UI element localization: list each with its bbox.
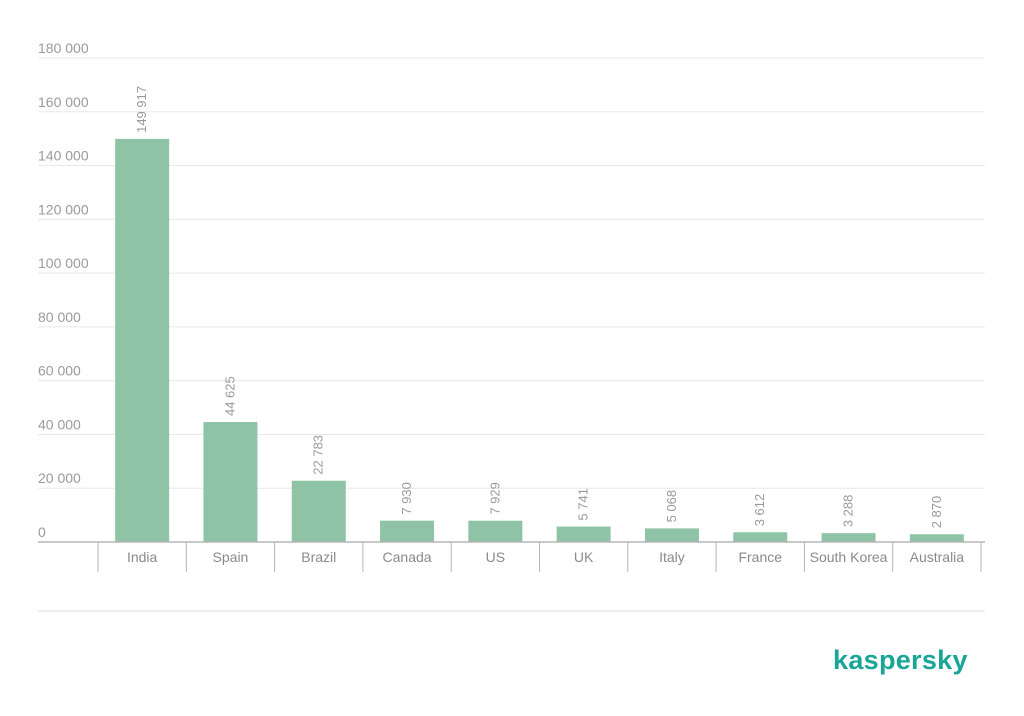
y-axis-tick-labels: 0 20 000 40 000 60 000 80 000 100 000 120 000 1… xyxy=(38,40,89,540)
bar-value-label: 7 930 xyxy=(399,482,414,515)
bar xyxy=(291,480,346,542)
bar-value-label: 22 783 xyxy=(311,435,326,475)
x-axis-category-labels: India Spain Brazil Canada US UK Italy France Sou… xyxy=(127,549,964,565)
y-tick-label: 180 000 xyxy=(38,40,89,56)
category-label: Brazil xyxy=(301,549,336,565)
bar-value-label: 7 929 xyxy=(487,482,502,515)
gridlines xyxy=(38,57,985,489)
bar-value-label: 3 288 xyxy=(841,495,856,528)
bar xyxy=(909,534,964,542)
bar xyxy=(733,532,788,542)
y-tick-label: 20 000 xyxy=(38,470,81,486)
category-label: Spain xyxy=(213,549,249,565)
bar xyxy=(821,533,876,542)
bar-value-labels: 149 917 44 625 22 783 7 930 7 929 5 741 5 068 3… xyxy=(134,86,944,528)
y-tick-label: 160 000 xyxy=(38,94,89,110)
bar-value-label: 5 068 xyxy=(664,490,679,523)
category-label: France xyxy=(738,549,782,565)
category-label: Italy xyxy=(659,549,685,565)
category-label: US xyxy=(486,549,505,565)
y-tick-label: 60 000 xyxy=(38,363,81,379)
y-tick-label: 120 000 xyxy=(38,201,89,217)
bar xyxy=(115,138,170,543)
bar xyxy=(644,528,699,542)
bars xyxy=(115,138,964,543)
category-label: Australia xyxy=(910,549,965,565)
bar-value-label: 3 612 xyxy=(752,494,767,527)
y-tick-label: 140 000 xyxy=(38,148,89,164)
bar-value-label: 2 870 xyxy=(929,496,944,529)
bar xyxy=(556,526,611,542)
bar xyxy=(468,520,523,542)
kaspersky-logo: kaspersky xyxy=(833,645,968,675)
category-label: Canada xyxy=(383,549,432,565)
bar-value-label: 5 741 xyxy=(576,488,591,521)
y-tick-label: 0 xyxy=(38,524,46,540)
x-axis xyxy=(38,541,985,572)
y-tick-label: 100 000 xyxy=(38,255,89,271)
bar xyxy=(380,520,435,542)
bar-value-label: 44 625 xyxy=(222,376,237,416)
category-label: South Korea xyxy=(810,549,888,565)
category-label: India xyxy=(127,549,158,565)
y-tick-label: 80 000 xyxy=(38,309,81,325)
bar xyxy=(203,422,258,542)
y-tick-label: 40 000 xyxy=(38,416,81,432)
category-label: UK xyxy=(574,549,594,565)
bar-value-label: 149 917 xyxy=(134,86,149,133)
